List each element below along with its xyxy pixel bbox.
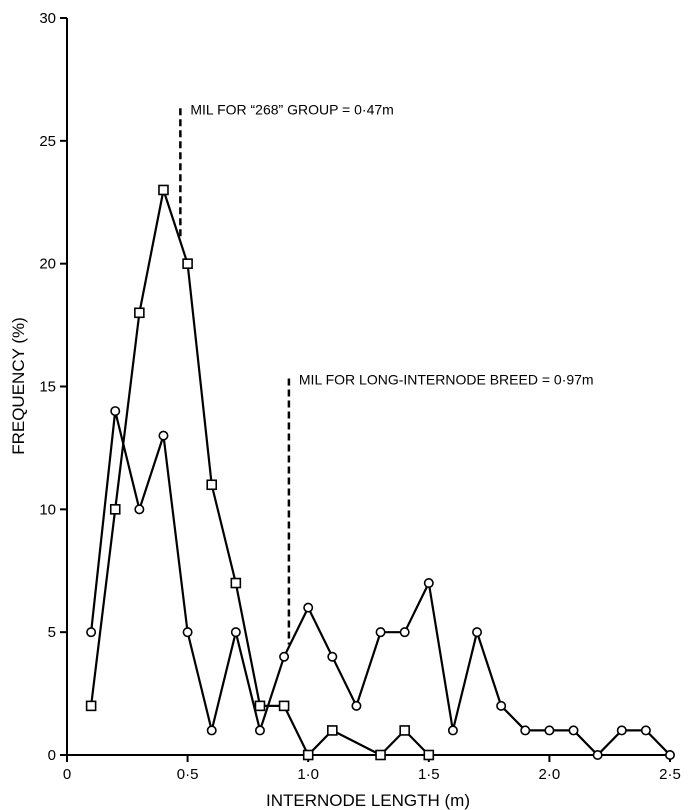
- data-point-square: [423, 749, 435, 761]
- y-tick-label: 0: [48, 747, 56, 764]
- data-point-square: [134, 307, 145, 319]
- x-tick-label: 1·5: [418, 766, 440, 783]
- annotations: MIL FOR “268” GROUP = 0·47m MIL FOR LONG-…: [179, 101, 594, 645]
- data-point-circle: [254, 725, 265, 736]
- data-point-circle: [375, 627, 386, 638]
- x-tick-label: 0·5: [177, 766, 199, 783]
- data-point-circle: [327, 651, 338, 662]
- data-point-square: [206, 479, 218, 491]
- data-point-circle: [279, 651, 290, 662]
- data-point-circle: [520, 725, 531, 736]
- series-line-square: [90, 185, 430, 757]
- annotation-label: MIL FOR “268” GROUP = 0·47m: [190, 101, 393, 117]
- x-tick-label: 2·0: [539, 766, 561, 783]
- data-point-circle: [230, 627, 241, 638]
- data-point-square: [230, 577, 242, 589]
- data-point-square: [399, 725, 410, 736]
- data-point-circle: [568, 725, 579, 736]
- data-point-square: [182, 258, 193, 269]
- data-point-circle: [447, 725, 458, 736]
- y-tick-label: 5: [48, 624, 56, 641]
- x-tick-label: 2·5: [659, 766, 681, 783]
- data-point-square: [109, 504, 121, 515]
- data-point-square: [375, 749, 386, 761]
- data-point-circle: [206, 725, 217, 736]
- data-point-circle: [472, 627, 483, 638]
- y-ticks: 0 5 10 15 20 25 30: [39, 10, 67, 764]
- series-line-circle: [90, 410, 671, 757]
- data-point-square: [278, 700, 290, 712]
- y-tick-label: 25: [39, 133, 56, 150]
- data-point-circle: [182, 627, 193, 638]
- data-point-circle: [544, 725, 555, 736]
- data-point-circle: [664, 749, 675, 760]
- series-square: [85, 184, 435, 761]
- x-axis-title: INTERNODE LENGTH (m): [266, 791, 470, 810]
- x-tick-label: 0: [63, 766, 71, 783]
- y-tick-label: 15: [39, 379, 56, 396]
- data-point-circle: [351, 700, 362, 711]
- data-point-square: [327, 725, 338, 736]
- data-point-square: [302, 749, 314, 761]
- y-tick-label: 10: [39, 501, 56, 518]
- data-point-square: [85, 700, 97, 712]
- series-layer: [85, 184, 675, 761]
- x-tick-label: 1·0: [297, 766, 319, 783]
- data-point-circle: [158, 430, 169, 441]
- y-axis-title: FREQUENCY (%): [9, 317, 28, 455]
- y-tick-label: 20: [39, 256, 56, 273]
- y-tick-label: 30: [39, 10, 56, 27]
- data-point-circle: [616, 725, 627, 736]
- annotation-label: MIL FOR LONG-INTERNODE BREED = 0·97m: [299, 372, 594, 388]
- data-point-circle: [110, 406, 121, 417]
- data-point-square: [158, 184, 169, 196]
- data-point-circle: [303, 602, 314, 613]
- data-point-circle: [640, 725, 651, 736]
- data-point-circle: [134, 504, 145, 515]
- data-point-circle: [423, 578, 434, 589]
- data-point-circle: [399, 627, 410, 638]
- data-point-circle: [496, 700, 507, 711]
- data-point-circle: [86, 627, 97, 638]
- series-circle: [86, 406, 675, 760]
- data-point-square: [254, 700, 266, 712]
- x-ticks: 0 0·5 1·0 1·5 2·0 2·5: [63, 755, 681, 783]
- data-point-circle: [592, 749, 603, 760]
